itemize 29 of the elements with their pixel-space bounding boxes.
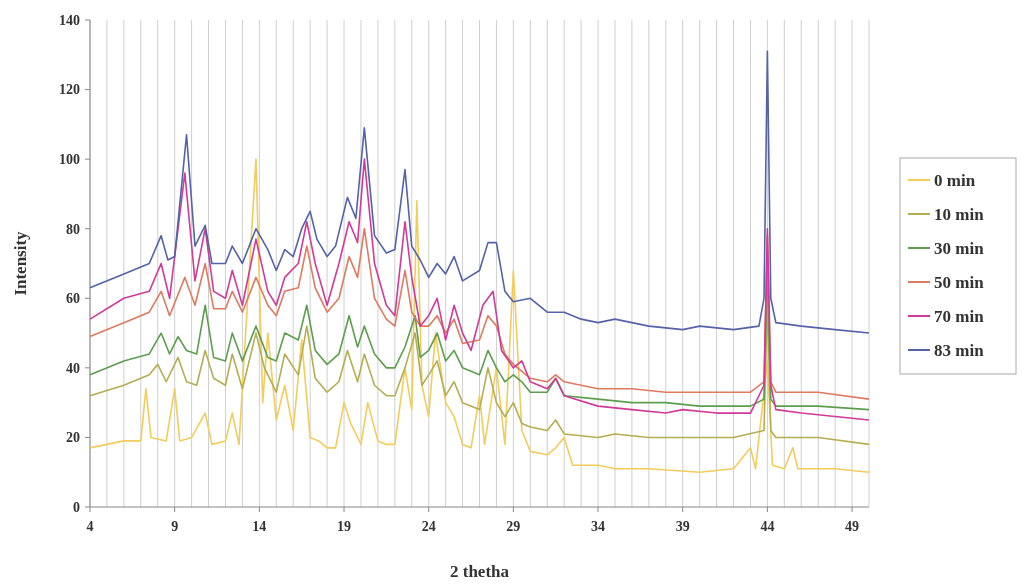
y-tick-label: 100 xyxy=(59,152,80,168)
legend-label: 10 min xyxy=(934,204,985,224)
x-tick-label: 24 xyxy=(421,519,436,534)
y-tick-label: 40 xyxy=(66,360,80,376)
x-tick-label: 39 xyxy=(675,519,690,534)
legend-label: 70 min xyxy=(934,306,985,326)
legend-label: 50 min xyxy=(934,272,985,292)
legend-label: 30 min xyxy=(934,238,985,258)
line-series xyxy=(89,158,870,421)
y-tick-label: 140 xyxy=(59,12,80,28)
legend-label: 0 min xyxy=(934,170,976,190)
x-tick-label: 29 xyxy=(506,519,521,534)
x-tick-label: 14 xyxy=(252,519,267,534)
y-tick-label: 80 xyxy=(66,221,80,237)
y-axis-title: Intensity xyxy=(11,230,30,296)
y-tick-label: 120 xyxy=(59,82,80,98)
line-series xyxy=(89,158,870,474)
y-tick-label: 60 xyxy=(66,291,80,307)
line-series xyxy=(89,50,870,334)
y-tick-label: 20 xyxy=(66,430,80,446)
x-tick-label: 34 xyxy=(591,519,606,534)
x-tick-label: 44 xyxy=(760,519,775,534)
x-tick-label: 19 xyxy=(337,519,352,534)
x-axis-title: 2 thetha xyxy=(449,562,510,581)
x-tick-label: 9 xyxy=(171,519,179,534)
x-tick-label: 4 xyxy=(86,519,94,534)
x-tick-label: 49 xyxy=(845,519,860,534)
legend-label: 83 min xyxy=(934,340,985,360)
y-tick-label: 0 xyxy=(73,499,80,515)
